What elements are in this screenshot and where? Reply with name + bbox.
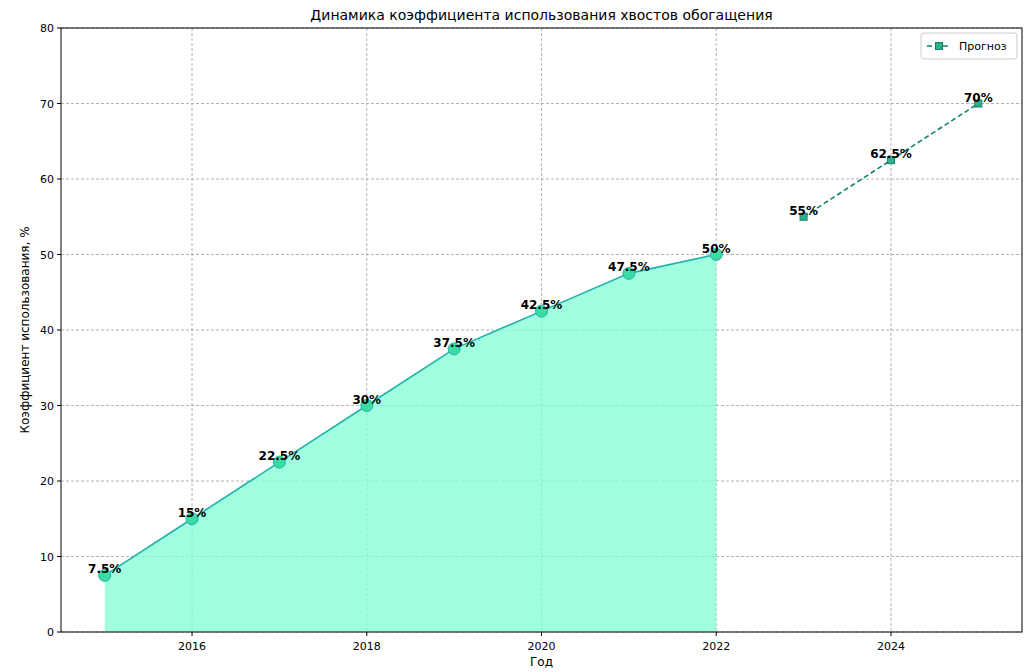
series-line <box>804 104 979 217</box>
tick <box>57 254 61 255</box>
data-label: 30% <box>352 393 381 407</box>
data-label: 22.5% <box>259 449 301 463</box>
legend-marker <box>936 43 943 50</box>
tick-label: 2020 <box>528 640 556 653</box>
tick <box>890 632 891 636</box>
tick-label: 0 <box>47 626 54 639</box>
plot-data <box>99 100 982 632</box>
tick <box>716 632 717 636</box>
data-label: 50% <box>702 242 731 256</box>
tick-label: 2024 <box>877 640 905 653</box>
tick <box>57 632 61 633</box>
data-label: 55% <box>789 204 818 218</box>
tick <box>57 405 61 406</box>
legend: Прогноз <box>921 33 1017 59</box>
data-label: 15% <box>178 506 207 520</box>
tick <box>541 632 542 636</box>
tick-label: 2022 <box>702 640 730 653</box>
tick-label: 2018 <box>353 640 381 653</box>
tick <box>57 103 61 104</box>
tick-label: 70 <box>40 98 54 111</box>
tick <box>57 28 61 29</box>
grid-line <box>890 28 891 632</box>
tick <box>57 179 61 180</box>
tick-label: 40 <box>40 324 54 337</box>
series-line <box>105 255 717 576</box>
data-label: 37.5% <box>433 336 475 350</box>
tick-label: 2016 <box>178 640 206 653</box>
tick <box>57 556 61 557</box>
data-label: 70% <box>964 91 993 105</box>
tick <box>57 481 61 482</box>
grid <box>61 28 1022 632</box>
tick-label: 20 <box>40 475 54 488</box>
chart-title: Динамика коэффициента использования хвос… <box>310 7 772 23</box>
tick-label: 80 <box>40 22 54 35</box>
data-label: 42.5% <box>521 298 563 312</box>
tick-label: 50 <box>40 249 54 262</box>
tick-label: 10 <box>40 551 54 564</box>
tick <box>192 632 193 636</box>
area-fill <box>105 255 717 633</box>
axes: 0 10 20 30 40 50 60 70 80 2016 2018 2020 2022 2024 <box>40 22 905 653</box>
tick-label: 60 <box>40 173 54 186</box>
plot-frame <box>61 28 1022 632</box>
tick <box>366 632 367 636</box>
data-labels: 7.5% 15% 22.5% 30% 37.5% 42.5% 47.5% 50% 55% 62.5… <box>88 91 993 577</box>
data-label: 47.5% <box>608 260 650 274</box>
legend-label: Прогноз <box>959 40 1007 53</box>
tick-label: 30 <box>40 400 54 413</box>
chart: 7.5% 15% 22.5% 30% 37.5% 42.5% 47.5% 50% 55% 62.5… <box>0 0 1029 672</box>
legend-box <box>921 33 1017 59</box>
data-label: 62.5% <box>870 147 912 161</box>
x-axis-label: Год <box>530 655 553 669</box>
y-axis-label: Коэффициент использования, % <box>18 226 32 433</box>
data-label: 7.5% <box>88 562 121 576</box>
tick <box>57 330 61 331</box>
